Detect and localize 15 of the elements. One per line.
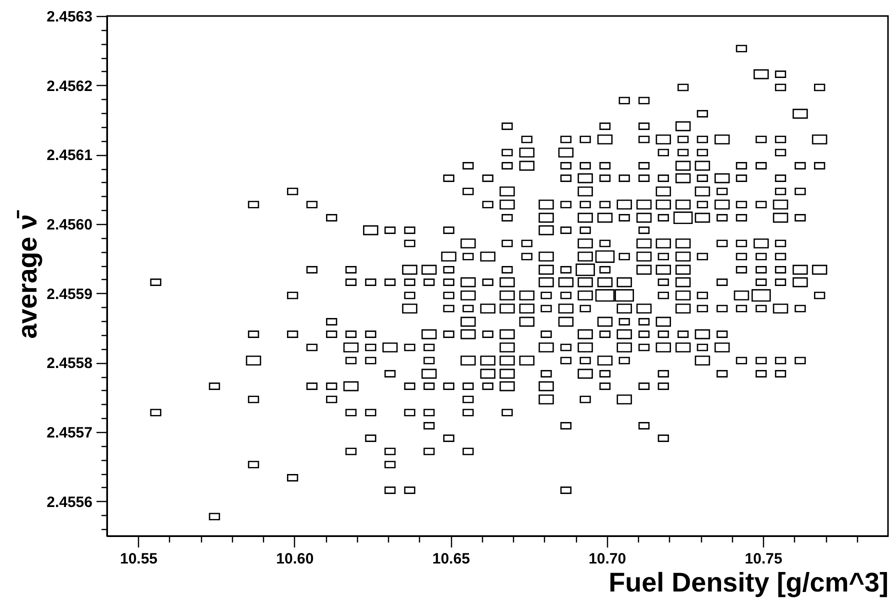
x-tick-label: 10.70	[588, 550, 626, 568]
y-tick-label: 2.4556	[46, 494, 92, 511]
y-tick-label: 2.4563	[46, 8, 92, 26]
x-tick-label: 10.60	[276, 550, 314, 568]
y-tick-label: 2.4562	[46, 78, 92, 95]
y-tick-label: 2.4557	[46, 424, 92, 442]
y-tick-label: 2.4558	[46, 355, 92, 372]
y-tick-label: 2.4561	[46, 147, 92, 164]
x-tick-label: 10.75	[744, 550, 782, 568]
y-tick-label: 2.4559	[46, 286, 92, 303]
y-axis-title: average ν̄	[12, 209, 43, 339]
y-tick-label: 2.4560	[46, 216, 92, 234]
x-axis-title: Fuel Density [g/cm^3]	[608, 568, 888, 598]
x-tick-label: 10.65	[432, 550, 470, 568]
x-tick-label: 10.55	[120, 550, 158, 568]
